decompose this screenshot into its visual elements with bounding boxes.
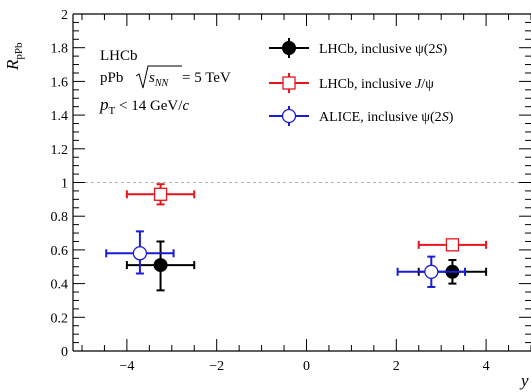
ticks-group: 0 0.2 0.4 0.6 0.8 1 1.2 1.4 1.6 1.8 2 −4 −2 0 2 4 — [51, 8, 531, 374]
legend: LHCb, inclusive ψ(2S) LHCb, inclusive J/ψ… — [269, 38, 454, 126]
legend-label: LHCb, inclusive J/ψ — [319, 77, 434, 92]
y-tick-label: 1 — [61, 177, 68, 192]
legend-entry-1: LHCb, inclusive ψ(2S) — [269, 38, 447, 58]
x-tick-label: 4 — [483, 359, 490, 374]
legend-marker — [281, 108, 297, 124]
x-axis-title: y — [519, 371, 529, 390]
x-tick-label: 0 — [303, 359, 310, 374]
legend-entry-2: LHCb, inclusive J/ψ — [269, 73, 434, 93]
y-tick-label: 0.8 — [51, 210, 69, 225]
annotation-energy-prefix: pPb — [100, 70, 123, 86]
legend-marker — [282, 76, 296, 90]
y-axis-title-symbol: R — [3, 59, 22, 71]
legend-entry-3: ALICE, inclusive ψ(2S) — [269, 106, 454, 126]
y-tick-label: 1.6 — [51, 75, 69, 90]
legend-marker — [282, 41, 296, 55]
y-axis-title: RpPb — [3, 42, 25, 71]
annotation-pt-unit: c — [182, 98, 189, 114]
data-points-group — [105, 183, 488, 292]
x-tick-label: 2 — [393, 359, 400, 374]
y-axis-title-subscript: pPb — [13, 42, 25, 60]
data-point — [445, 238, 460, 252]
data-point — [132, 246, 148, 261]
x-tick-label: −2 — [209, 359, 224, 374]
series-3 — [105, 230, 466, 288]
x-tick-label: −4 — [119, 359, 134, 374]
y-tick-label: 1.8 — [51, 42, 69, 57]
data-point — [153, 187, 168, 201]
y-tick-label: 2 — [61, 8, 68, 23]
annotation-energy-sub: NN — [154, 78, 170, 89]
annotation-energy-symbol: s — [149, 70, 155, 86]
y-tick-label: 0.4 — [51, 278, 69, 293]
sqrt-sign — [135, 65, 182, 89]
legend-label: LHCb, inclusive ψ(2S) — [319, 42, 447, 57]
annotation-pt-value: < 14 GeV/ — [115, 98, 183, 114]
annotation-experiment: LHCb — [100, 48, 138, 64]
y-tick-label: 1.4 — [51, 109, 69, 124]
y-tick-label: 0.2 — [51, 311, 69, 326]
y-tick-label: 0 — [61, 345, 68, 360]
data-point — [153, 258, 168, 273]
annotation-energy: pPb sNN = 5 TeV — [100, 65, 231, 89]
data-point — [424, 264, 439, 279]
series-2 — [125, 183, 488, 252]
y-tick-label: 1.2 — [51, 143, 69, 158]
annotation-pt: pT < 14 GeV/c — [99, 95, 189, 117]
annotation-pt-symbol: p — [99, 95, 109, 114]
legend-label: ALICE, inclusive ψ(2S) — [319, 110, 454, 125]
y-tick-label: 0.6 — [51, 244, 69, 259]
annotation-energy-value: = 5 TeV — [182, 70, 231, 86]
annotation-energy-text: pPb — [100, 70, 123, 86]
annotation-pt-sub: T — [109, 105, 116, 117]
annotation-energy-symbol-text: sNN — [149, 70, 170, 89]
